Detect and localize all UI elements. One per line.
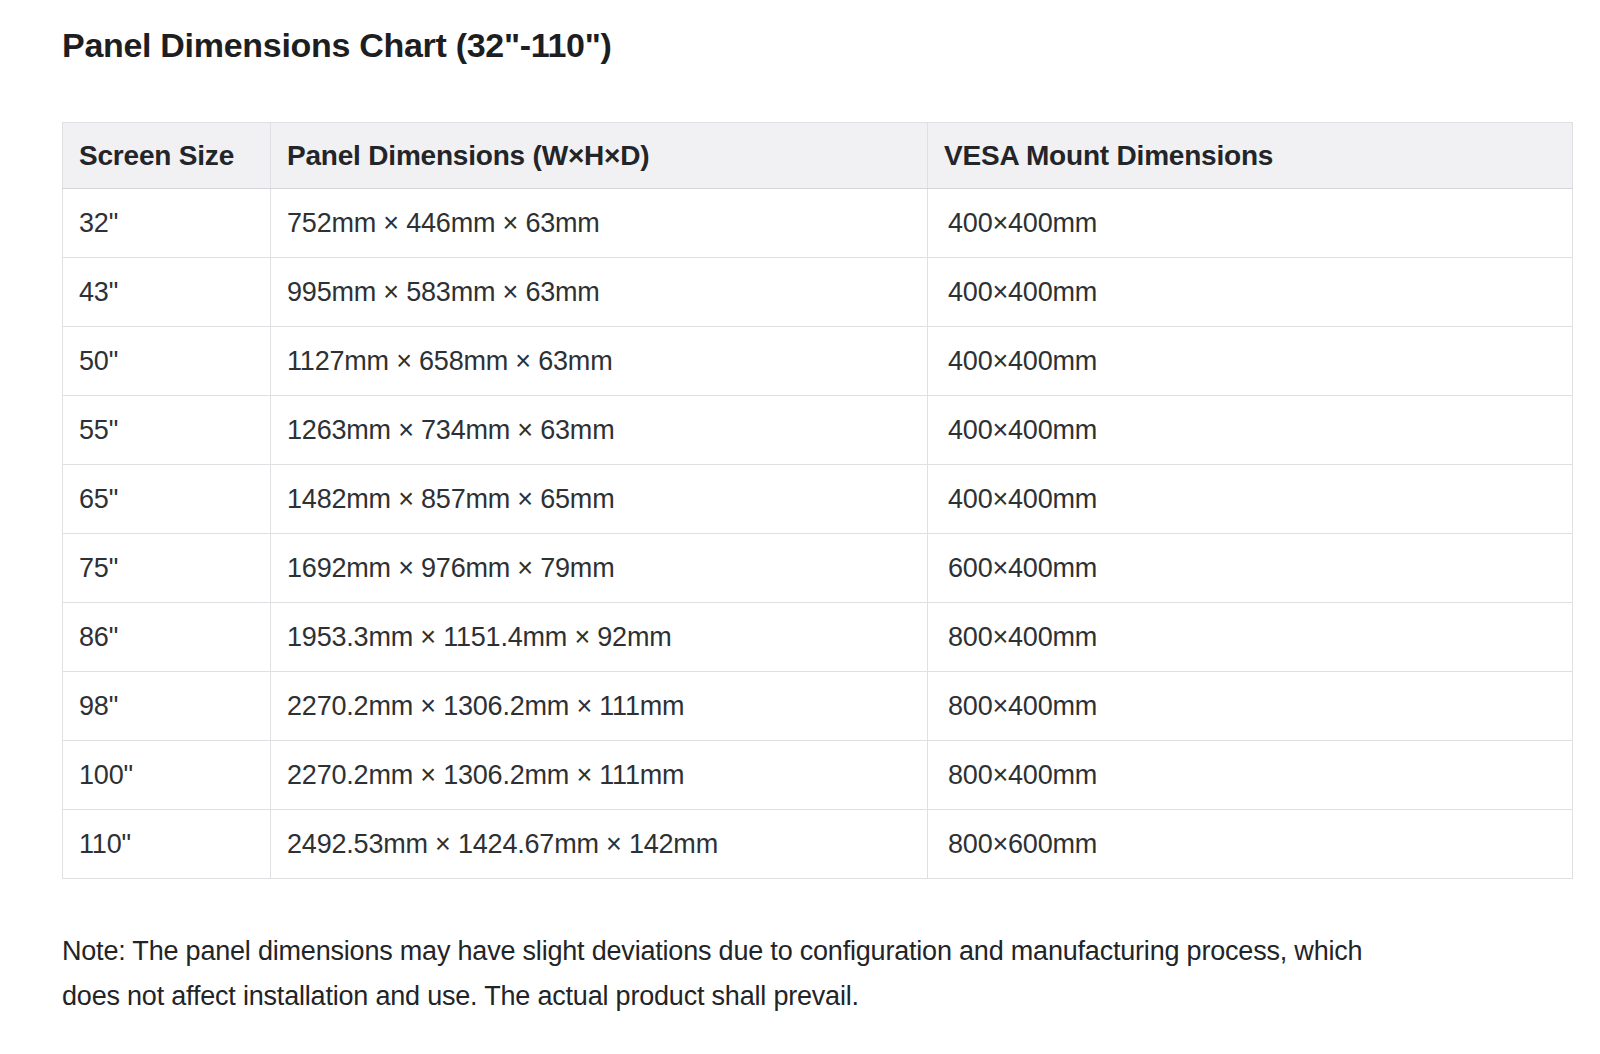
screen-size-cell: 50" xyxy=(63,327,271,396)
panel-dimensions-cell: 1263mm × 734mm × 63mm xyxy=(271,396,928,465)
vesa-mount-cell: 400×400mm xyxy=(928,465,1573,534)
vesa-mount-cell: 600×400mm xyxy=(928,534,1573,603)
note-paragraph: Note: The panel dimensions may have slig… xyxy=(62,929,1572,1019)
panel-dimensions-cell: 1692mm × 976mm × 79mm xyxy=(271,534,928,603)
table-header-row: Screen Size Panel Dimensions (W×H×D) VES… xyxy=(63,123,1573,189)
table-header: Screen Size Panel Dimensions (W×H×D) VES… xyxy=(63,123,1573,189)
screen-size-cell: 65" xyxy=(63,465,271,534)
table-body: 32"752mm × 446mm × 63mm400×400mm43"995mm… xyxy=(63,189,1573,879)
vesa-mount-cell: 400×400mm xyxy=(928,258,1573,327)
table-row: 43"995mm × 583mm × 63mm400×400mm xyxy=(63,258,1573,327)
panel-dimensions-cell: 995mm × 583mm × 63mm xyxy=(271,258,928,327)
table-row: 55"1263mm × 734mm × 63mm400×400mm xyxy=(63,396,1573,465)
screen-size-cell: 75" xyxy=(63,534,271,603)
screen-size-cell: 110" xyxy=(63,810,271,879)
panel-dimensions-cell: 1482mm × 857mm × 65mm xyxy=(271,465,928,534)
vesa-mount-cell: 800×400mm xyxy=(928,741,1573,810)
page-title: Panel Dimensions Chart (32"-110") xyxy=(62,24,1572,66)
note-line-2: does not affect installation and use. Th… xyxy=(62,974,1572,1019)
screen-size-cell: 98" xyxy=(63,672,271,741)
screen-size-cell: 55" xyxy=(63,396,271,465)
page: Panel Dimensions Chart (32"-110") Screen… xyxy=(0,0,1600,1054)
screen-size-cell: 43" xyxy=(63,258,271,327)
screen-size-cell: 100" xyxy=(63,741,271,810)
table-row: 86"1953.3mm × 1151.4mm × 92mm800×400mm xyxy=(63,603,1573,672)
column-header-screen-size: Screen Size xyxy=(63,123,271,189)
vesa-mount-cell: 400×400mm xyxy=(928,396,1573,465)
panel-dimensions-cell: 2270.2mm × 1306.2mm × 111mm xyxy=(271,741,928,810)
table-row: 98"2270.2mm × 1306.2mm × 111mm800×400mm xyxy=(63,672,1573,741)
table-row: 75"1692mm × 976mm × 79mm600×400mm xyxy=(63,534,1573,603)
column-header-vesa-mount: VESA Mount Dimensions xyxy=(928,123,1573,189)
panel-dimensions-cell: 1127mm × 658mm × 63mm xyxy=(271,327,928,396)
panel-dimensions-cell: 2270.2mm × 1306.2mm × 111mm xyxy=(271,672,928,741)
table-row: 110"2492.53mm × 1424.67mm × 142mm800×600… xyxy=(63,810,1573,879)
vesa-mount-cell: 800×400mm xyxy=(928,672,1573,741)
panel-dimensions-cell: 1953.3mm × 1151.4mm × 92mm xyxy=(271,603,928,672)
panel-dimensions-cell: 2492.53mm × 1424.67mm × 142mm xyxy=(271,810,928,879)
note-line-1: Note: The panel dimensions may have slig… xyxy=(62,929,1572,974)
screen-size-cell: 86" xyxy=(63,603,271,672)
screen-size-cell: 32" xyxy=(63,189,271,258)
table-row: 32"752mm × 446mm × 63mm400×400mm xyxy=(63,189,1573,258)
table-row: 50"1127mm × 658mm × 63mm400×400mm xyxy=(63,327,1573,396)
panel-dimensions-table: Screen Size Panel Dimensions (W×H×D) VES… xyxy=(62,122,1573,879)
panel-dimensions-cell: 752mm × 446mm × 63mm xyxy=(271,189,928,258)
vesa-mount-cell: 800×600mm xyxy=(928,810,1573,879)
column-header-panel-dimensions: Panel Dimensions (W×H×D) xyxy=(271,123,928,189)
vesa-mount-cell: 400×400mm xyxy=(928,327,1573,396)
table-row: 100"2270.2mm × 1306.2mm × 111mm800×400mm xyxy=(63,741,1573,810)
table-row: 65"1482mm × 857mm × 65mm400×400mm xyxy=(63,465,1573,534)
vesa-mount-cell: 800×400mm xyxy=(928,603,1573,672)
vesa-mount-cell: 400×400mm xyxy=(928,189,1573,258)
